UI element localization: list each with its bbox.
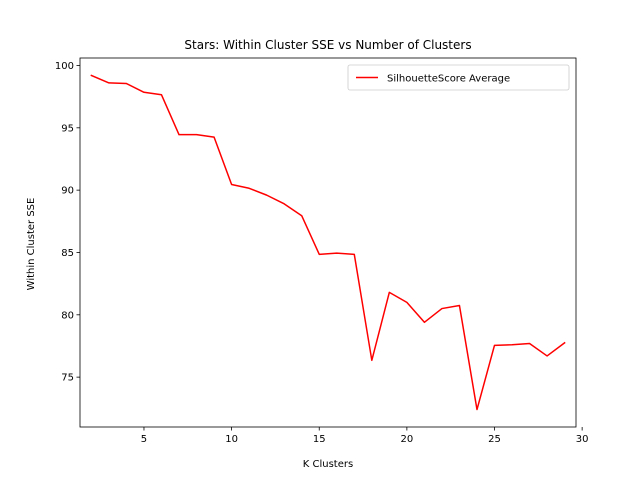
legend-box xyxy=(347,64,570,91)
y-tick-label: 85 xyxy=(61,248,74,259)
x-tick-label: 30 xyxy=(576,434,589,445)
y-axis-label: Within Cluster SSE xyxy=(26,198,37,291)
x-tick-label: 10 xyxy=(225,434,238,445)
axes-frame xyxy=(79,57,577,428)
y-tick-label: 90 xyxy=(61,186,74,197)
x-tick-label: 15 xyxy=(313,434,326,445)
legend-label: SilhouetteScore Average xyxy=(387,74,510,85)
y-tick-label: 80 xyxy=(61,310,74,321)
x-tick-label: 25 xyxy=(488,434,501,445)
chart-title: Stars: Within Cluster SSE vs Number of C… xyxy=(184,38,471,52)
y-tick-label: 95 xyxy=(61,123,74,134)
y-tick-label: 75 xyxy=(61,373,74,384)
x-tick-label: 20 xyxy=(401,434,414,445)
series-line-0 xyxy=(90,74,566,411)
plot-area: 5 10 15 20 25 30 75 80 85 90 95 100 SilhouetteScore … xyxy=(55,57,589,445)
y-tick-label: 100 xyxy=(55,61,74,72)
x-axis-label: K Clusters xyxy=(303,459,353,470)
x-tick-label: 5 xyxy=(141,434,147,445)
